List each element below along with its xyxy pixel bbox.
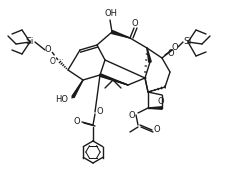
Text: O: O — [97, 107, 103, 116]
Text: O: O — [172, 42, 178, 52]
Text: OH: OH — [104, 10, 117, 19]
Polygon shape — [112, 31, 130, 38]
Text: O: O — [154, 125, 160, 134]
Text: O: O — [168, 48, 175, 57]
Text: O: O — [45, 46, 51, 55]
Polygon shape — [72, 80, 83, 98]
Polygon shape — [100, 74, 128, 85]
Text: Si: Si — [184, 38, 192, 47]
Text: Si: Si — [26, 38, 34, 47]
Text: O: O — [74, 117, 80, 126]
Text: O: O — [129, 110, 135, 120]
Text: O: O — [132, 20, 138, 29]
Polygon shape — [148, 107, 162, 109]
Polygon shape — [147, 48, 151, 62]
Text: ···: ··· — [58, 57, 63, 63]
Text: O: O — [158, 97, 165, 106]
Text: O: O — [50, 57, 56, 66]
Text: HO: HO — [55, 96, 68, 105]
